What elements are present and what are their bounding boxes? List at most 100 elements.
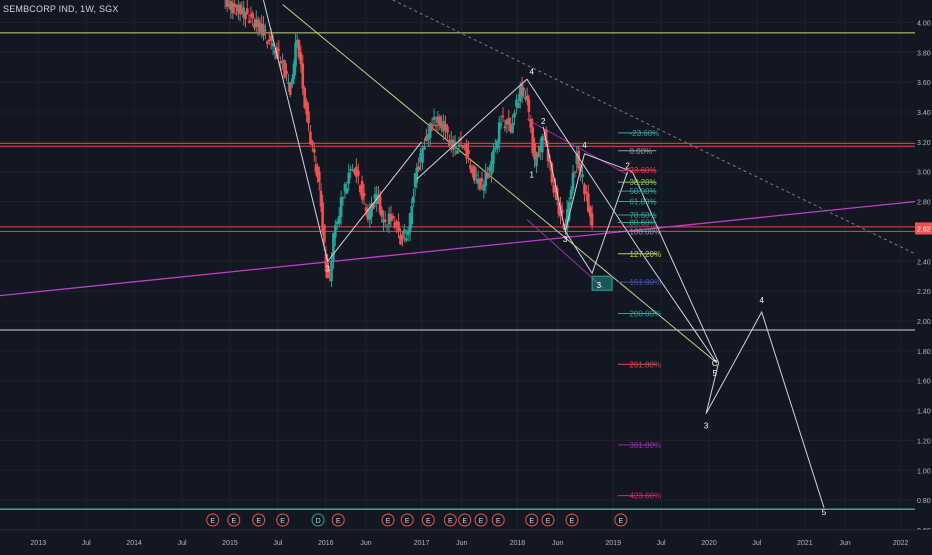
candle-body xyxy=(287,82,290,84)
candle-body xyxy=(317,171,321,182)
candle-body xyxy=(289,82,292,95)
candle-body xyxy=(370,204,373,217)
candle-body xyxy=(281,61,284,63)
candle-body xyxy=(513,112,516,118)
event-marker xyxy=(252,513,266,527)
candle-body xyxy=(271,43,275,47)
candle-body xyxy=(412,196,415,203)
candle-body xyxy=(349,169,352,171)
candle-body xyxy=(240,10,244,15)
candle-body xyxy=(585,191,588,194)
candle-body xyxy=(571,172,575,191)
candle-body xyxy=(292,63,296,80)
wave-label: 2 xyxy=(541,117,546,126)
candle-body xyxy=(590,213,594,226)
candle-body xyxy=(262,24,265,36)
x-tick-label: 2019 xyxy=(605,540,621,547)
current-price-tag xyxy=(915,222,932,235)
candle-body xyxy=(368,210,372,220)
candle-body xyxy=(397,221,400,232)
candle-body xyxy=(465,143,468,159)
candle-body xyxy=(577,150,581,169)
event-marker xyxy=(421,513,435,527)
elliott-wave-line xyxy=(564,171,629,275)
projection-wave-line xyxy=(631,171,825,508)
event-marker xyxy=(614,513,628,527)
candle-body xyxy=(395,221,398,225)
wave-label: 3 xyxy=(563,235,568,244)
wave-label: 4 xyxy=(759,296,764,305)
candle-body xyxy=(404,238,408,241)
candle-body xyxy=(339,197,343,217)
candle-body xyxy=(249,15,253,17)
candle-body xyxy=(542,139,546,141)
candle-body xyxy=(393,222,397,228)
candle-body xyxy=(321,202,324,233)
trendline-support xyxy=(0,200,916,297)
y-tick-label: 1.20 xyxy=(917,438,931,445)
candle-body xyxy=(432,117,436,120)
candle-body xyxy=(511,123,514,133)
candle-body xyxy=(290,78,294,85)
candle-body xyxy=(305,101,308,115)
candle-body xyxy=(273,51,277,54)
fib-level-label: 61.80% xyxy=(629,198,656,207)
candle-body xyxy=(301,63,305,89)
candle-body xyxy=(482,184,486,191)
elliott-wave-line xyxy=(416,78,528,180)
candle-body xyxy=(413,173,417,188)
candle-body xyxy=(557,202,561,215)
candle-body xyxy=(277,49,281,51)
candle-body xyxy=(382,219,385,223)
candle-body xyxy=(389,214,393,221)
candle-body xyxy=(283,59,286,78)
candle-body xyxy=(264,30,267,32)
event-marker-label: E xyxy=(336,518,341,525)
candle-body xyxy=(505,119,509,125)
fib-level-label: 38.20% xyxy=(629,178,656,187)
candle-body xyxy=(499,123,503,126)
candle-body xyxy=(343,183,347,192)
candle-body xyxy=(312,148,316,153)
candle-body xyxy=(358,185,362,193)
candle-body xyxy=(531,127,535,154)
x-tick-label: Jun xyxy=(552,540,563,547)
candle-body xyxy=(251,13,255,18)
candle-body xyxy=(486,172,489,179)
fib-level-label: 23.60% xyxy=(629,166,656,175)
candle-body xyxy=(567,201,571,221)
fib-level-label: 50.00% xyxy=(629,187,656,196)
elliott-wave-line xyxy=(542,126,633,232)
candle-body xyxy=(539,145,542,152)
x-tick-label: Jul xyxy=(82,540,91,547)
candle-body xyxy=(324,253,328,272)
wave-label: 3 xyxy=(704,421,709,430)
candle-body xyxy=(423,146,426,150)
candle-body xyxy=(332,233,335,261)
candle-body xyxy=(246,8,249,14)
candle-body xyxy=(231,3,235,14)
candle-body xyxy=(426,134,430,140)
event-marker-label: E xyxy=(386,518,391,525)
candle-body xyxy=(360,180,364,200)
trendline-dashed xyxy=(392,0,916,255)
candle-body xyxy=(544,129,548,146)
candle-body xyxy=(399,235,402,245)
candle-body xyxy=(330,260,333,282)
x-tick-label: Jul xyxy=(657,540,666,547)
x-tick-label: Jul xyxy=(178,540,187,547)
x-tick-label: 2015 xyxy=(222,540,238,547)
event-marker xyxy=(381,513,395,527)
candle-body xyxy=(341,197,345,199)
candle-body xyxy=(294,42,297,67)
target-zone-box xyxy=(591,275,613,291)
y-tick-label: 4.00 xyxy=(917,20,931,27)
wave-label: 5 xyxy=(713,369,718,378)
candle-body xyxy=(335,221,339,225)
candle-body xyxy=(242,7,246,19)
candle-body xyxy=(297,40,301,58)
y-tick-label: 1.80 xyxy=(917,349,931,356)
candle-body xyxy=(357,170,360,176)
